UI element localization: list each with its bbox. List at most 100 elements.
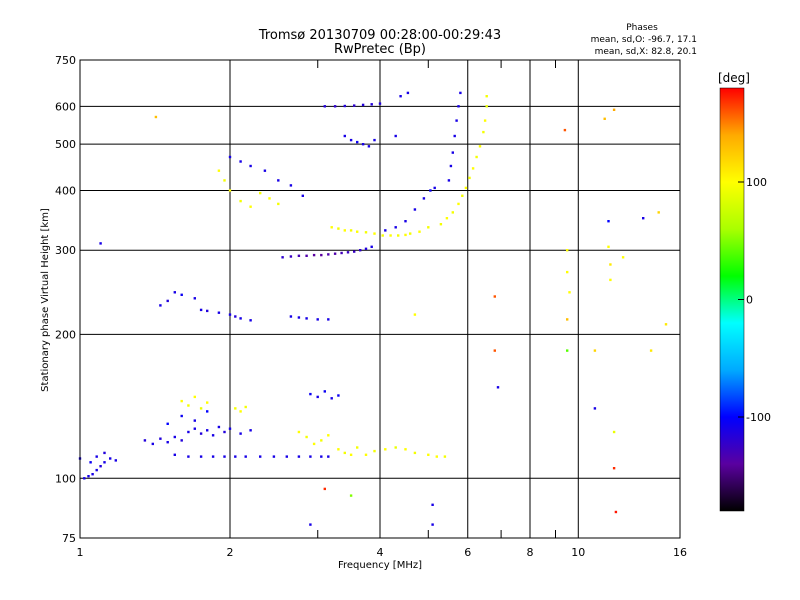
data-point [323, 487, 326, 491]
data-point [239, 160, 242, 163]
data-point [447, 179, 451, 182]
data-point [228, 155, 232, 159]
y-tick-label: 75 [62, 532, 76, 545]
data-point [180, 414, 183, 418]
legend-line-o: mean, sd,O: -96.7, 17.1 [591, 35, 697, 45]
data-point [281, 256, 284, 259]
data-point [316, 395, 319, 399]
data-point [327, 434, 330, 437]
data-point [320, 455, 323, 458]
data-point [431, 503, 434, 506]
data-point [228, 189, 232, 192]
legend-line-x: mean, sd,X: 82.8, 20.1 [595, 47, 697, 57]
data-point [330, 226, 333, 229]
data-point [404, 233, 407, 237]
data-point [406, 91, 410, 95]
data-point [356, 446, 359, 449]
data-point [394, 134, 397, 138]
data-point [211, 434, 215, 437]
data-point [297, 455, 301, 458]
data-point [427, 453, 430, 456]
data-point [173, 453, 176, 456]
data-point [464, 186, 468, 190]
data-point [461, 194, 464, 197]
data-point [413, 451, 417, 455]
data-point [449, 164, 453, 168]
x-tick-label: 16 [673, 546, 687, 559]
data-point [404, 220, 407, 223]
data-point [327, 455, 330, 458]
data-point [239, 410, 242, 413]
data-point [83, 477, 86, 480]
data-point [259, 191, 262, 195]
data-point [381, 234, 384, 237]
data-point [244, 405, 247, 409]
data-point [166, 299, 169, 303]
data-point [566, 249, 569, 252]
data-point [367, 145, 371, 148]
data-point [566, 318, 569, 321]
data-point [323, 390, 326, 393]
y-tick-label: 400 [55, 184, 76, 197]
data-point [109, 457, 112, 460]
colorbar-tick-label: -100 [746, 411, 771, 424]
data-point [277, 202, 280, 206]
data-point [356, 140, 359, 144]
data-point [364, 453, 368, 456]
data-point [337, 394, 340, 397]
data-point [297, 316, 301, 319]
data-point [173, 435, 176, 439]
data-point [384, 229, 387, 232]
data-point [337, 227, 340, 230]
colorbar-label: [deg] [718, 71, 750, 85]
data-point [364, 247, 368, 250]
data-point [187, 430, 190, 434]
y-tick-label: 300 [55, 244, 76, 257]
data-point [217, 169, 221, 172]
chart-title: Tromsø 20130709 00:28:00-00:29:43 [258, 28, 501, 43]
data-point [649, 349, 653, 352]
data-point [114, 459, 117, 462]
data-point [443, 455, 447, 458]
data-point [389, 234, 392, 237]
x-tick-label: 6 [464, 546, 471, 559]
data-point [151, 442, 154, 446]
data-point [199, 407, 203, 410]
data-point [483, 119, 487, 122]
y-tick-label: 500 [55, 138, 76, 151]
data-point [664, 323, 668, 326]
data-point [309, 523, 312, 526]
data-point [373, 449, 376, 453]
data-point [166, 441, 169, 444]
data-point [180, 399, 183, 403]
data-point [244, 455, 247, 458]
data-point [297, 430, 301, 434]
data-point [180, 439, 183, 442]
data-point [657, 211, 660, 214]
data-point [566, 270, 569, 274]
data-point [459, 91, 462, 95]
data-point [349, 494, 353, 497]
data-point [457, 202, 460, 206]
data-point [607, 220, 610, 223]
data-point [223, 455, 226, 458]
data-point [95, 455, 98, 458]
data-point [199, 432, 203, 435]
data-point [330, 397, 333, 400]
data-point [343, 104, 346, 108]
data-point [309, 455, 312, 458]
data-point [614, 510, 618, 514]
data-point [89, 461, 92, 464]
data-point [493, 349, 496, 352]
data-point [485, 105, 488, 108]
data-point [621, 256, 625, 259]
data-point [399, 95, 402, 98]
data-point [206, 309, 209, 313]
data-point [211, 455, 215, 458]
data-point [593, 349, 597, 352]
data-point [249, 429, 252, 432]
data-point [453, 134, 456, 138]
data-point [356, 230, 359, 233]
data-point [496, 386, 500, 389]
data-point [305, 254, 308, 257]
